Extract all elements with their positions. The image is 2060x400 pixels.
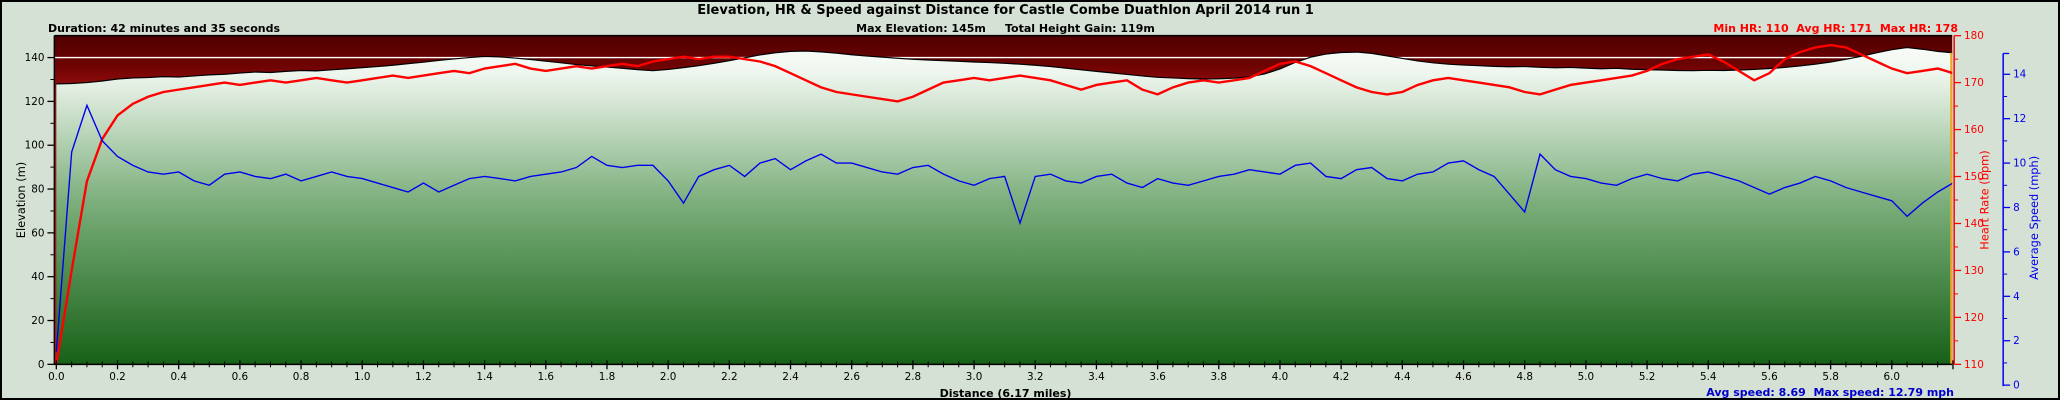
svg-text:140: 140 bbox=[1964, 218, 1984, 230]
svg-text:20: 20 bbox=[31, 315, 44, 327]
svg-text:120: 120 bbox=[1964, 312, 1984, 324]
svg-text:100: 100 bbox=[25, 140, 45, 152]
speed-stats-label: Avg speed: 8.69 Max speed: 12.79 mph bbox=[1706, 386, 1954, 399]
svg-text:5.2: 5.2 bbox=[1639, 371, 1656, 383]
svg-text:170: 170 bbox=[1964, 77, 1984, 89]
svg-text:1.4: 1.4 bbox=[476, 371, 493, 383]
svg-text:110: 110 bbox=[1964, 359, 1984, 371]
svg-text:8: 8 bbox=[2013, 202, 2020, 214]
svg-text:40: 40 bbox=[31, 271, 44, 283]
svg-text:2.6: 2.6 bbox=[843, 371, 860, 383]
svg-text:6.0: 6.0 bbox=[1884, 371, 1901, 383]
elevation-stats-label: Max Elevation: 145m Total Height Gain: 1… bbox=[856, 22, 1155, 35]
duration-label: Duration: 42 minutes and 35 seconds bbox=[48, 22, 281, 35]
speed-axis-title: Average Speed (mph) bbox=[2027, 156, 2041, 280]
svg-text:0.6: 0.6 bbox=[232, 371, 249, 383]
svg-text:0.4: 0.4 bbox=[170, 371, 187, 383]
svg-text:6: 6 bbox=[2013, 246, 2020, 258]
hr-stats-label: Min HR: 110 Avg HR: 171 Max HR: 178 bbox=[1713, 22, 1958, 35]
svg-text:1.0: 1.0 bbox=[354, 371, 370, 383]
svg-text:140: 140 bbox=[25, 52, 45, 64]
svg-text:160: 160 bbox=[1964, 124, 1984, 136]
svg-text:2.0: 2.0 bbox=[660, 371, 677, 383]
svg-text:3.4: 3.4 bbox=[1088, 371, 1105, 383]
svg-text:1.6: 1.6 bbox=[538, 371, 555, 383]
svg-text:4.4: 4.4 bbox=[1394, 371, 1411, 383]
svg-text:0.0: 0.0 bbox=[48, 371, 64, 383]
svg-text:3.6: 3.6 bbox=[1149, 371, 1166, 383]
elevation-axis-title: Elevation (m) bbox=[14, 162, 28, 238]
svg-text:2.4: 2.4 bbox=[782, 371, 799, 383]
svg-text:5.6: 5.6 bbox=[1761, 371, 1777, 383]
svg-text:2.8: 2.8 bbox=[905, 371, 922, 383]
svg-text:14: 14 bbox=[2013, 69, 2027, 81]
svg-text:180: 180 bbox=[1964, 30, 1984, 42]
svg-text:4.0: 4.0 bbox=[1272, 371, 1289, 383]
svg-text:3.8: 3.8 bbox=[1211, 371, 1227, 383]
chart-title: Elevation, HR & Speed against Distance f… bbox=[697, 3, 1314, 18]
x-axis-label: Distance (6.17 miles) bbox=[939, 387, 1072, 400]
svg-text:1.8: 1.8 bbox=[599, 371, 616, 383]
svg-text:0.2: 0.2 bbox=[109, 371, 126, 383]
svg-text:5.4: 5.4 bbox=[1700, 371, 1717, 383]
svg-text:3.2: 3.2 bbox=[1027, 371, 1044, 383]
svg-text:80: 80 bbox=[31, 184, 44, 196]
svg-text:1.2: 1.2 bbox=[415, 371, 432, 383]
svg-text:3.0: 3.0 bbox=[966, 371, 983, 383]
svg-text:0: 0 bbox=[2013, 380, 2020, 392]
svg-text:2: 2 bbox=[2013, 335, 2020, 347]
svg-text:150: 150 bbox=[1964, 171, 1984, 183]
svg-text:2.2: 2.2 bbox=[721, 371, 738, 383]
svg-text:4.2: 4.2 bbox=[1333, 371, 1350, 383]
svg-text:120: 120 bbox=[25, 96, 45, 108]
plot-area: 0.0 0.2 0.4 0.6 0.8 1.0 1.2 1.4 1.6 1.8 2.0 2.2 2.4 2… bbox=[25, 30, 2027, 391]
svg-text:60: 60 bbox=[31, 227, 44, 239]
svg-text:0.8: 0.8 bbox=[293, 371, 310, 383]
svg-text:4.6: 4.6 bbox=[1455, 371, 1472, 383]
svg-text:12: 12 bbox=[2013, 113, 2026, 125]
svg-text:4: 4 bbox=[2013, 291, 2020, 303]
heart-rate-axis-title: Heart Rate (bpm) bbox=[1977, 150, 1991, 249]
svg-text:5.0: 5.0 bbox=[1578, 371, 1594, 383]
svg-text:4.8: 4.8 bbox=[1516, 371, 1533, 383]
svg-text:130: 130 bbox=[1964, 265, 1984, 277]
svg-text:0: 0 bbox=[38, 359, 45, 371]
svg-text:5.8: 5.8 bbox=[1822, 371, 1839, 383]
svg-text:10: 10 bbox=[2013, 158, 2026, 170]
